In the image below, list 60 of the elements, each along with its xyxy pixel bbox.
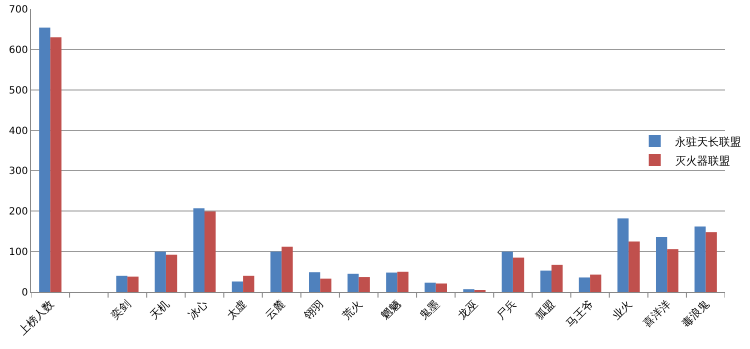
x-tick-label: 狐盟 <box>533 298 558 322</box>
bar <box>116 276 128 292</box>
bar <box>617 218 629 292</box>
x-tick-label: 太虚 <box>224 298 250 322</box>
bar <box>397 272 408 292</box>
bar <box>320 278 332 292</box>
x-tick-label: 业火 <box>610 298 635 322</box>
bar <box>706 232 717 292</box>
bar <box>232 281 244 292</box>
y-tick-label: 600 <box>8 44 28 56</box>
bar <box>166 254 178 292</box>
x-tick-label: 尸兵 <box>494 298 519 322</box>
bar <box>512 258 524 292</box>
bar <box>193 208 204 292</box>
bar <box>270 252 282 292</box>
bar <box>578 277 590 292</box>
bar <box>667 249 678 292</box>
x-tick-label: 马王爷 <box>564 298 596 330</box>
y-tick-label: 700 <box>8 4 28 16</box>
x-tick-label: 魍魉 <box>379 298 404 322</box>
x-tick-label: 奕剑 <box>108 298 134 322</box>
x-tick-label: 荒火 <box>340 298 365 322</box>
bar <box>386 272 398 292</box>
legend-label: 灭火器联盟 <box>674 154 730 168</box>
bar <box>358 277 370 292</box>
legend-label: 永驻天长联盟 <box>674 135 741 148</box>
x-tick-label: 鬼墨 <box>418 298 442 322</box>
bar <box>552 264 563 292</box>
y-tick-label: 400 <box>8 126 28 137</box>
x-tick-label: 冰心 <box>186 298 211 322</box>
y-tick-label: 500 <box>8 85 28 96</box>
bar <box>463 289 474 292</box>
bar <box>628 241 640 292</box>
x-tick-label: 翎羽 <box>301 298 326 323</box>
bar <box>540 270 552 292</box>
x-tick-label: 天机 <box>148 298 172 322</box>
bar <box>694 226 706 292</box>
bar <box>127 276 139 292</box>
x-tick-label: 龙巫 <box>456 298 480 322</box>
bar <box>50 37 62 292</box>
bar <box>590 274 602 292</box>
y-tick-label: 0 <box>22 288 28 298</box>
bar <box>243 276 254 292</box>
bar <box>204 212 216 292</box>
bar <box>39 28 50 292</box>
y-tick-label: 200 <box>8 206 28 218</box>
bar <box>282 246 293 292</box>
x-tick-label: 上榜人数 <box>16 298 56 338</box>
x-tick-label: 云麓 <box>262 298 288 322</box>
bar <box>436 284 448 292</box>
bar <box>348 274 359 292</box>
bar <box>308 272 320 292</box>
x-tick-label: 喜洋洋 <box>640 298 674 330</box>
bar <box>424 282 436 292</box>
bar <box>154 252 166 292</box>
y-tick-label: 100 <box>8 247 28 258</box>
x-tick-label: 毒浪鬼 <box>679 298 712 330</box>
bar <box>656 237 668 292</box>
bar <box>502 252 513 292</box>
y-tick-label: 300 <box>8 166 28 178</box>
